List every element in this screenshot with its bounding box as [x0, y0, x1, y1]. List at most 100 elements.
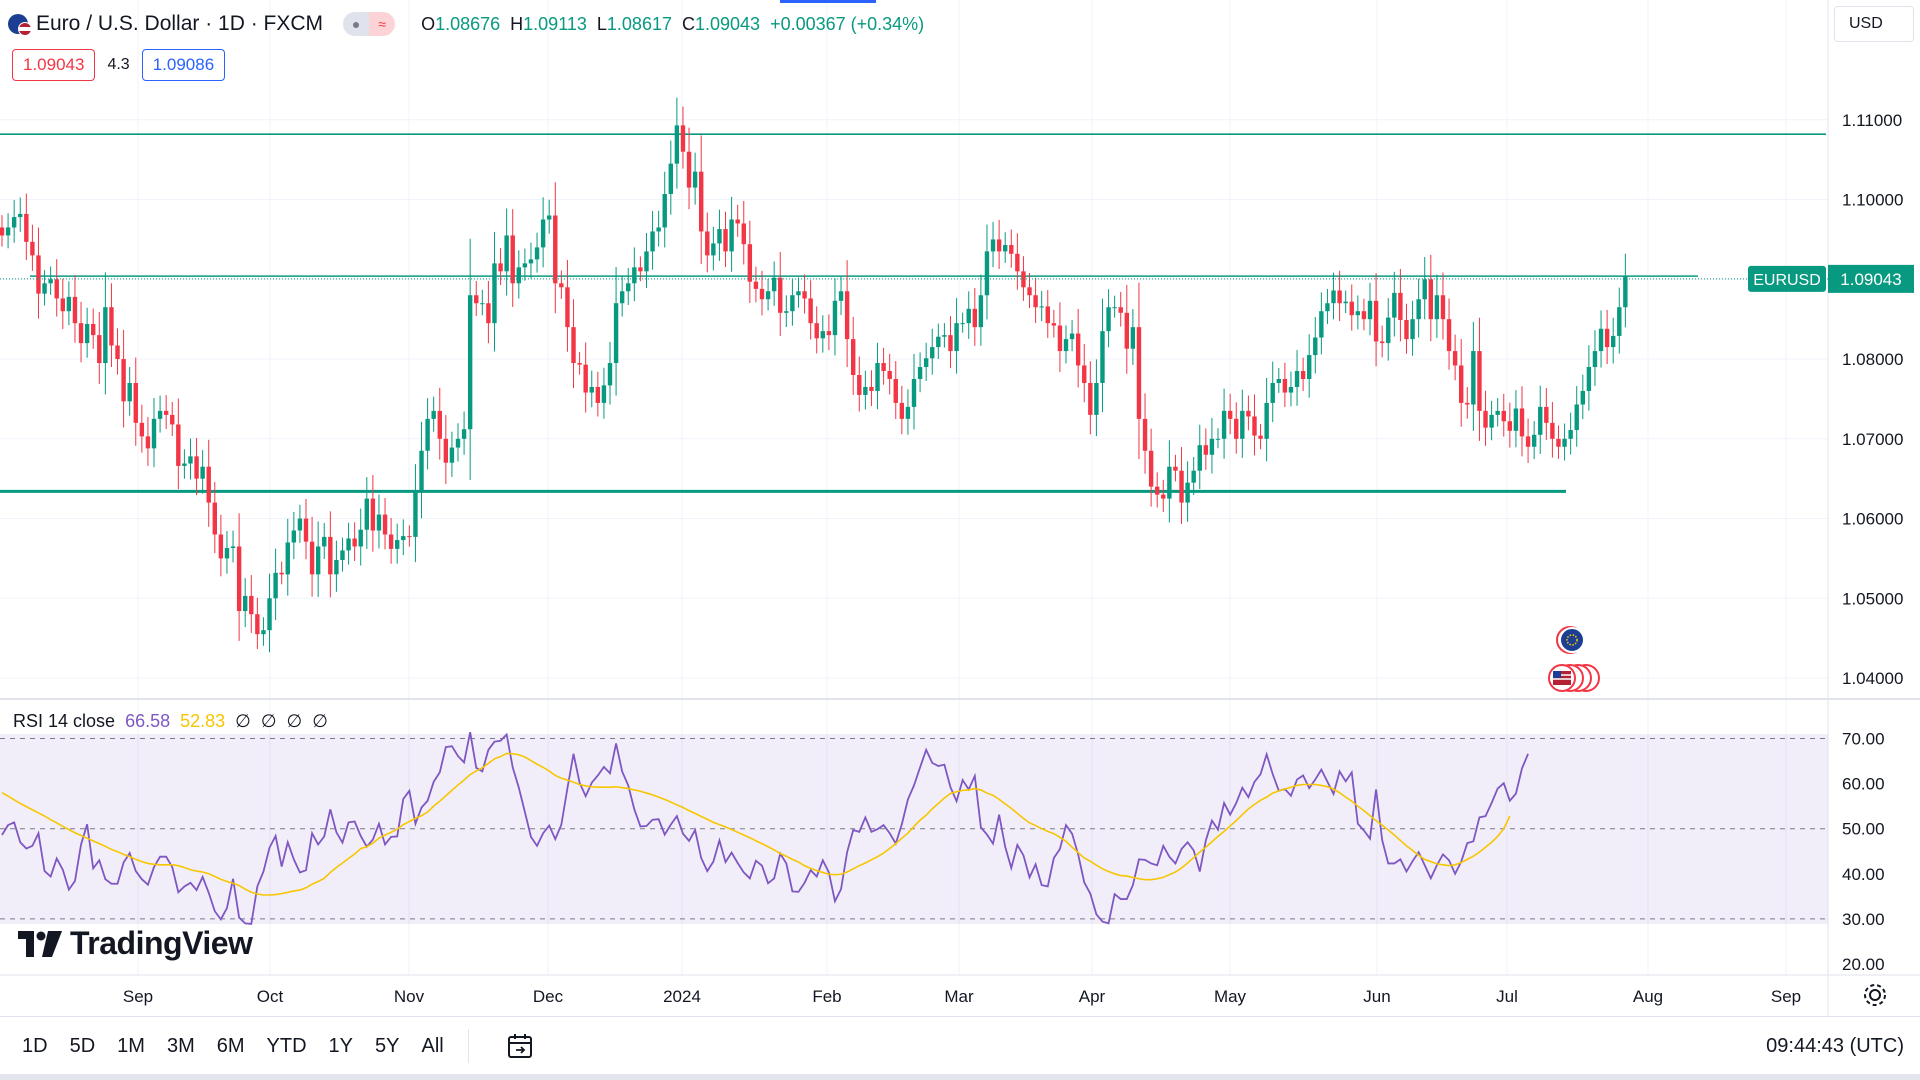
calendar-goto-icon[interactable] — [505, 1031, 535, 1061]
range-all-button[interactable]: All — [421, 1034, 444, 1057]
candle-body — [1611, 335, 1616, 348]
candle — [1276, 368, 1281, 393]
rsi-legend[interactable]: RSI 14 close 66.58 52.83 ∅ ∅ ∅ ∅ — [13, 711, 328, 732]
time-axis[interactable]: Sep Oct Nov Dec 2024 Feb Mar Apr May Jun Jul Aug Sep — [123, 987, 1801, 1006]
candle — [72, 275, 78, 343]
time-tick-label: 2024 — [663, 987, 701, 1006]
candle — [1185, 461, 1190, 522]
candle-body — [1221, 410, 1227, 439]
candle — [735, 204, 740, 237]
candle-body — [1361, 311, 1367, 320]
candle — [887, 353, 892, 395]
candle-body — [668, 163, 673, 194]
candle-body — [413, 492, 418, 537]
buy-button[interactable]: 1.09086 — [141, 49, 226, 81]
range-5d-button[interactable]: 5D — [69, 1034, 96, 1057]
candle — [680, 106, 686, 169]
candle — [784, 295, 789, 328]
candle — [1544, 387, 1549, 440]
candle — [1203, 428, 1209, 470]
utc-clock[interactable]: 09:44:43 (UTC) — [1766, 1034, 1904, 1057]
candle-body — [212, 502, 217, 535]
candle — [632, 247, 637, 302]
candle — [522, 248, 528, 281]
tradingview-logo[interactable]: TradingView — [18, 925, 253, 962]
candle — [1598, 310, 1604, 368]
candle-body — [461, 429, 467, 439]
candle-body — [334, 560, 339, 575]
candle-body — [838, 291, 844, 301]
range-1m-button[interactable]: 1M — [117, 1034, 145, 1057]
candle — [176, 398, 181, 490]
candle-body — [1440, 295, 1446, 320]
candle — [705, 212, 710, 273]
range-6m-button[interactable]: 6M — [216, 1034, 245, 1057]
range-1y-button[interactable]: 1Y — [328, 1034, 354, 1057]
candle — [1033, 277, 1038, 324]
chart-area[interactable]: 1.110001.100001.090001.080001.070001.060… — [0, 0, 1920, 1016]
price-axis[interactable]: 1.110001.100001.090001.080001.070001.060… — [1842, 111, 1903, 688]
candle-body — [735, 219, 740, 224]
candle-body — [1538, 406, 1543, 435]
candle — [778, 252, 783, 336]
candle-body — [650, 231, 655, 252]
event-icons[interactable] — [1548, 626, 1600, 692]
candle — [1063, 325, 1069, 364]
candle — [1075, 308, 1081, 388]
candle — [1148, 428, 1154, 507]
candle-body — [1349, 301, 1354, 316]
symbol-title[interactable]: Euro / U.S. Dollar · 1D · FXCM — [36, 12, 324, 35]
candle — [1155, 472, 1160, 508]
candle-body — [1617, 307, 1622, 336]
horizontal-levels[interactable] — [0, 133, 1826, 493]
range-3m-button[interactable]: 3M — [166, 1034, 195, 1057]
market-status-pill[interactable]: ● ≈ — [343, 12, 396, 36]
candle-body — [1501, 410, 1506, 422]
candle — [36, 227, 41, 319]
candle — [954, 298, 959, 374]
candle-body — [303, 518, 309, 542]
candle-body — [1039, 306, 1044, 308]
candle — [808, 280, 813, 340]
candle — [595, 371, 601, 417]
candle-body — [1118, 307, 1123, 313]
sell-button[interactable]: 1.09043 — [12, 49, 96, 81]
candle — [1410, 300, 1415, 356]
candle — [449, 431, 455, 477]
candle-body — [705, 231, 710, 256]
candle — [565, 259, 570, 352]
candle — [443, 415, 449, 485]
candle-body — [1148, 450, 1154, 487]
candle — [407, 525, 412, 547]
time-tick-label: Nov — [394, 987, 425, 1006]
candle — [261, 617, 266, 646]
candle — [1282, 362, 1288, 408]
candle-body — [510, 235, 515, 284]
rsi-line — [1, 732, 1529, 925]
candle — [1215, 428, 1221, 449]
candle — [638, 256, 643, 282]
candle — [1045, 290, 1050, 338]
candle — [1416, 278, 1421, 338]
range-1d-button[interactable]: 1D — [22, 1034, 48, 1057]
candle — [401, 519, 406, 556]
rsi-lines — [0, 732, 1828, 925]
candle-body — [1167, 466, 1172, 499]
candle — [1003, 232, 1008, 263]
candle-body — [419, 450, 424, 493]
menu-dots-icon[interactable]: ● — [343, 12, 370, 36]
candle-body — [1252, 416, 1257, 436]
rsi-axis[interactable]: 70.00 60.00 50.00 40.00 30.00 20.00 — [1842, 730, 1885, 974]
range-ytd-button[interactable]: YTD — [266, 1034, 307, 1057]
candle-body — [1550, 422, 1555, 439]
candle — [923, 342, 929, 381]
waves-icon[interactable]: ≈ — [369, 12, 396, 36]
candle — [1398, 269, 1403, 342]
candle-body — [103, 307, 108, 364]
currency-button[interactable]: USD — [1834, 6, 1914, 42]
range-5y-button[interactable]: 5Y — [375, 1034, 400, 1057]
candle — [1015, 233, 1020, 290]
candle — [1471, 321, 1476, 431]
candle-body — [1300, 371, 1306, 379]
settings-gear-icon[interactable] — [1862, 982, 1888, 1008]
